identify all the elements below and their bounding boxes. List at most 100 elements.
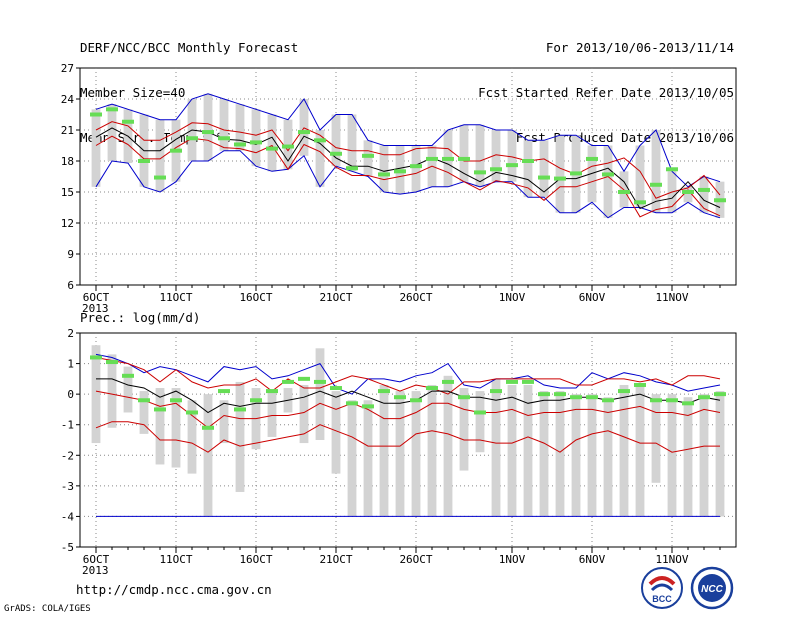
spread-bar (459, 124, 469, 182)
x-tick-label: 11NOV (655, 291, 688, 304)
ensemble-marker (426, 156, 438, 161)
series-line-lower-envelope (95, 150, 721, 219)
spread-bar (155, 388, 165, 465)
panel-temperature: 6 9 12 15 18 21 24 27 6OCT 11OCT 16OCT 21OCT 26OCT 1N… (61, 62, 737, 315)
spread-bar (171, 388, 181, 468)
ensemble-marker (666, 167, 678, 172)
x-tick-label: 6NOV (579, 553, 606, 566)
ensemble-marker (490, 167, 502, 172)
ensemble-marker (714, 392, 726, 397)
x-tick-label: 11OCT (159, 553, 192, 566)
spread-bar (523, 140, 533, 198)
ensemble-marker (90, 355, 102, 360)
spread-bar (187, 400, 197, 474)
ensemble-marker (650, 398, 662, 403)
y-tick-label: 1 (67, 358, 74, 371)
spread-bar (379, 145, 389, 192)
spread-bar (619, 384, 629, 517)
ensemble-marker (186, 410, 198, 415)
y-tick-label: 6 (67, 279, 74, 292)
ensemble-marker (570, 395, 582, 400)
ensemble-marker (410, 164, 422, 169)
ncc-logo-text: NCC (701, 584, 723, 595)
x-tick-label: 16OCT (239, 553, 272, 566)
y-tick-label: 27 (61, 62, 74, 75)
ensemble-marker (586, 156, 598, 161)
spread-bar (395, 391, 405, 517)
ensemble-marker (426, 386, 438, 391)
ensemble-marker (490, 389, 502, 394)
y-tick-label: -4 (61, 510, 75, 523)
ensemble-marker (346, 401, 358, 406)
ensemble-marker (378, 389, 390, 394)
ensemble-marker (282, 379, 294, 384)
ensemble-marker (538, 392, 550, 397)
spread-bar (203, 394, 213, 517)
ensemble-marker (298, 376, 310, 381)
x-tick-label: 26OCT (399, 291, 432, 304)
x-tick-label: 1NOV (499, 291, 526, 304)
bcc-logo-text: BCC (652, 594, 672, 604)
spread-bar (347, 114, 357, 172)
series-line-lower-spread (95, 135, 721, 218)
spread-bar (139, 391, 149, 434)
ensemble-marker (378, 172, 390, 177)
spread-bar (235, 104, 245, 151)
ensemble-marker (650, 182, 662, 187)
ensemble-marker (570, 171, 582, 176)
ensemble-marker (474, 170, 486, 175)
spread-bar (651, 394, 661, 483)
ensemble-marker (506, 379, 518, 384)
spread-bar (123, 366, 133, 413)
series-line-upper-spread (95, 357, 721, 395)
ensemble-marker (442, 379, 454, 384)
ensemble-marker (90, 112, 102, 117)
source-url[interactable]: http://cmdp.ncc.cma.gov.cn (76, 582, 272, 597)
y-tick-label: 21 (61, 124, 74, 137)
ensemble-marker (234, 407, 246, 412)
spread-bar (491, 130, 501, 182)
ensemble-marker (618, 389, 630, 394)
ensemble-marker (330, 151, 342, 156)
spread-bar (667, 394, 677, 517)
ensemble-marker (218, 136, 230, 141)
series-line-lower-spread (95, 390, 721, 429)
spread-bar (363, 400, 373, 517)
spread-bar (267, 114, 277, 172)
spread-bar (475, 391, 485, 453)
ensemble-marker (666, 398, 678, 403)
ensemble-marker (154, 175, 166, 180)
ensemble-marker (714, 198, 726, 203)
spread-bar (251, 109, 261, 167)
x-tick-label: 21OCT (319, 553, 352, 566)
spread-bar (299, 384, 309, 444)
spread-bar (427, 384, 437, 517)
ensemble-marker (138, 398, 150, 403)
spread-bar (683, 397, 693, 517)
spread-bar (555, 391, 565, 517)
ensemble-marker (106, 107, 118, 112)
x-tick-label: 6NOV (579, 291, 606, 304)
x-tick-label: 11NOV (655, 553, 688, 566)
y-axis-label: Prec.: log(mm/d) (80, 310, 200, 325)
y-tick-label: 24 (61, 93, 75, 106)
spread-bar (315, 130, 325, 187)
ensemble-marker (634, 200, 646, 205)
ensemble-marker (218, 389, 230, 394)
ensemble-marker (394, 395, 406, 400)
member-size: Member Size=40 (80, 85, 186, 100)
spread-bar (219, 99, 229, 151)
spread-bar (107, 104, 117, 161)
x-year-label: 2013 (82, 302, 109, 315)
series-line-upper-envelope (95, 353, 721, 395)
ensemble-marker (362, 153, 374, 158)
ensemble-marker (554, 392, 566, 397)
y-tick-label: -3 (61, 480, 74, 493)
y-tick-label: -2 (61, 449, 74, 462)
ensemble-marker (522, 159, 534, 163)
spread-bar (219, 400, 229, 444)
y-tick-label: 12 (61, 217, 74, 230)
spread-bar (347, 400, 357, 517)
